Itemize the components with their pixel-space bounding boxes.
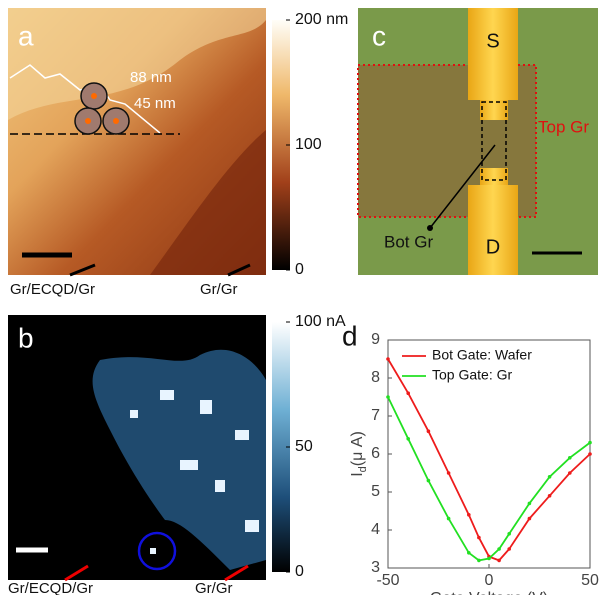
colorbar-label: 50 <box>295 438 313 455</box>
colorbar-label: 100 <box>295 136 322 153</box>
y-tick-label: 6 <box>371 445 380 462</box>
point <box>477 558 481 563</box>
y-tick-label: 3 <box>371 559 380 576</box>
legend-label: Bot Gate: Wafer <box>432 347 532 363</box>
electrode-label: S <box>486 30 499 52</box>
point <box>446 471 451 475</box>
x-axis-label: Gate Voltage (V) <box>430 590 548 595</box>
map-spots <box>130 390 259 554</box>
height-profile <box>9 64 161 134</box>
point <box>568 471 572 475</box>
y-axis-label-part: I <box>349 472 366 476</box>
map-region <box>92 349 266 570</box>
panel-c: c S D Top Gr Bot Gr <box>357 8 598 275</box>
y-tick-label: 5 <box>371 483 380 500</box>
panel-label: d <box>342 320 358 351</box>
y-axis-label-part: d <box>357 466 369 472</box>
layer-label: Top Gr <box>538 117 589 136</box>
point <box>426 429 431 434</box>
point <box>507 547 512 551</box>
colorbar-label: 0 <box>295 563 304 580</box>
x-tick-label: 50 <box>581 572 599 589</box>
point <box>588 452 592 456</box>
panel-label: b <box>18 322 34 353</box>
layer-label: Bot Gr <box>384 232 433 251</box>
panel-label: c <box>372 20 386 51</box>
point <box>386 357 390 361</box>
point <box>527 516 532 521</box>
point <box>467 513 471 517</box>
colorbar-label: 0 <box>295 261 304 278</box>
point <box>568 456 572 460</box>
point <box>467 551 471 555</box>
colorbar-label: 200 nm <box>295 11 348 28</box>
point <box>477 535 481 540</box>
legend-label: Top Gate: Gr <box>432 367 512 383</box>
point <box>547 475 552 479</box>
colorbar-label: 100 nA <box>295 313 346 330</box>
x-tick-label: -50 <box>376 572 399 589</box>
panel-d: 3 4 5 6 7 8 9 -50 0 50 Gate Voltage (V) Id(μ A) Bot … <box>349 331 599 595</box>
point <box>406 391 411 396</box>
panel-a: a 88 nm 45 nm Gr/ECQD/Gr Gr/Gr <box>8 8 290 298</box>
y-tick-label: 7 <box>371 407 380 424</box>
point <box>547 494 552 498</box>
point <box>386 395 390 399</box>
site-label: Gr/Gr <box>195 580 233 595</box>
annotation: 88 nm <box>130 69 172 86</box>
afm-texture <box>150 130 266 275</box>
electrode-label: D <box>486 236 500 258</box>
colorbar <box>272 20 290 270</box>
point <box>507 532 512 536</box>
y-tick-label: 9 <box>371 331 380 348</box>
panel-label: a <box>18 20 34 51</box>
colorbar <box>272 322 290 572</box>
point <box>406 437 411 441</box>
colorbar-ticks: 200 nm 100 0 100 nA 50 0 <box>286 11 348 580</box>
y-tick-label: 4 <box>371 521 380 538</box>
afm-texture <box>8 8 266 120</box>
point <box>497 547 501 551</box>
plot-area <box>387 339 591 569</box>
site-label: Gr/ECQD/Gr <box>8 580 93 595</box>
y-tick-label: 8 <box>371 369 380 386</box>
point <box>426 478 431 483</box>
point <box>446 516 451 521</box>
point <box>497 558 501 563</box>
point <box>588 440 592 445</box>
site-label: Gr/Gr <box>200 281 238 298</box>
point <box>487 556 491 561</box>
x-tick-label: 0 <box>485 572 494 589</box>
annotation: 45 nm <box>134 95 176 112</box>
y-axis-label-part: (μ A) <box>349 431 366 466</box>
point <box>527 501 532 506</box>
panel-b: b Gr/ECQD/Gr Gr/Gr <box>8 315 290 595</box>
site-label: Gr/ECQD/Gr <box>10 281 95 298</box>
y-axis-label: Id(μ A) <box>349 431 369 477</box>
